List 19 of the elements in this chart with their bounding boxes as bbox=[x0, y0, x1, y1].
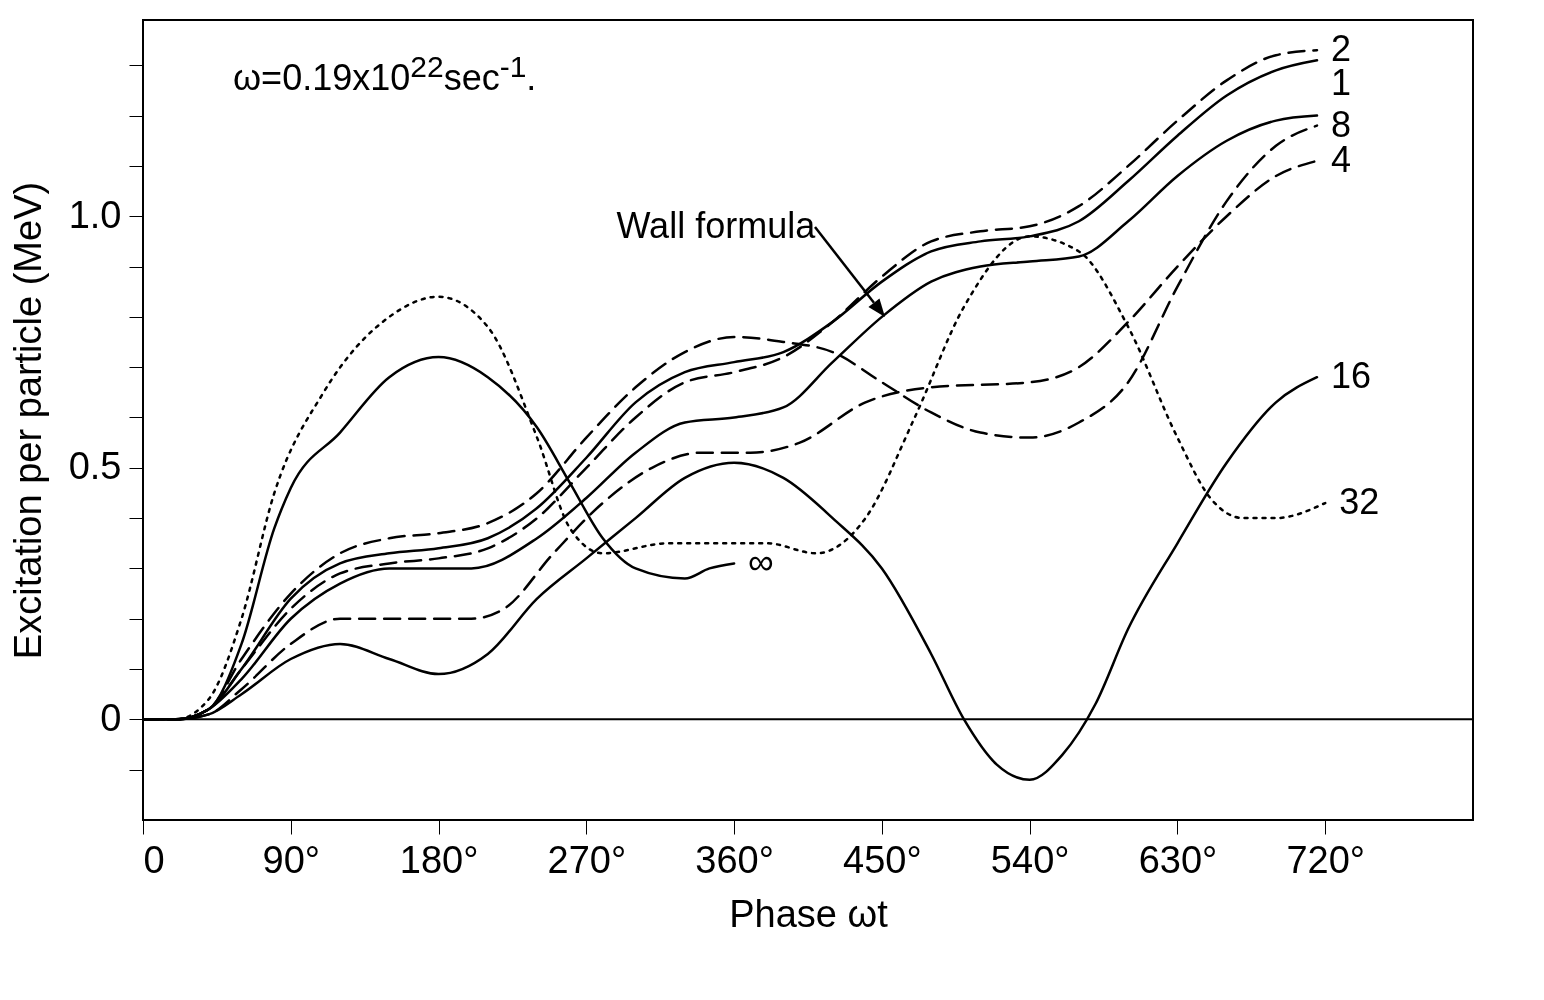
x-tick-label: 0 bbox=[143, 838, 165, 881]
series-label: 32 bbox=[1339, 481, 1380, 523]
x-tick-label: 270° bbox=[547, 838, 627, 881]
x-axis-title: Phase ωt bbox=[729, 892, 889, 935]
y-tick-label: 0.5 bbox=[68, 445, 122, 488]
y-tick-label: 1.0 bbox=[68, 193, 122, 236]
series-label: ∞ bbox=[748, 541, 774, 583]
x-tick-label: 630° bbox=[1138, 838, 1218, 881]
x-tick-label: 540° bbox=[990, 838, 1070, 881]
y-axis-title: Excitation per particle (MeV) bbox=[6, 181, 49, 660]
series-label: 16 bbox=[1331, 355, 1372, 397]
annotation: ω=0.19x10$^{22}$sec$^{-1}$. bbox=[233, 50, 537, 99]
x-tick-label: 720° bbox=[1286, 838, 1366, 881]
x-tick-label: 180° bbox=[399, 838, 479, 881]
x-tick-label: 90° bbox=[262, 838, 321, 881]
x-tick-label: 360° bbox=[695, 838, 774, 881]
annotation: Wall formula bbox=[616, 204, 816, 247]
x-tick-label: 450° bbox=[843, 838, 922, 881]
y-tick-label: 0 bbox=[100, 696, 122, 739]
